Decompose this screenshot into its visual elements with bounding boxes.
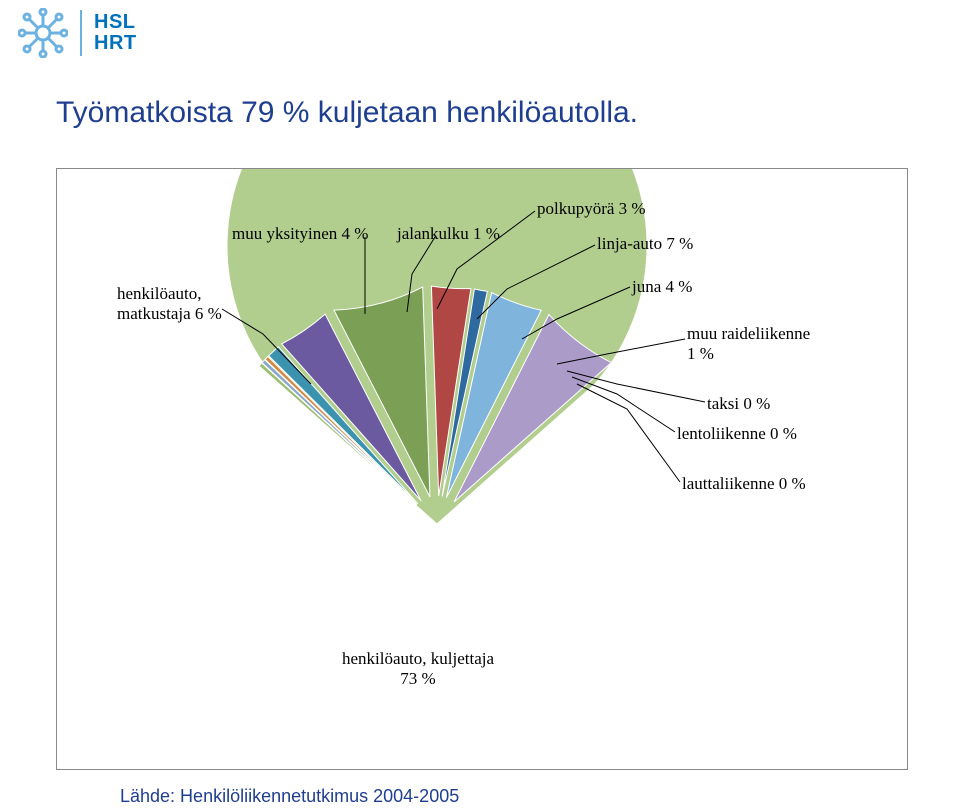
pie-label-henkiloauto_matkustaja: henkilöauto, matkustaja 6 % — [117, 284, 222, 325]
pie-label-taksi: taksi 0 % — [707, 394, 770, 414]
pie-label-linja_auto: linja-auto 7 % — [597, 234, 693, 254]
pie-label-lauttaliikenne: lauttaliikenne 0 % — [682, 474, 806, 494]
logo-line1: HSL — [94, 12, 137, 33]
logo: HSL HRT — [18, 8, 137, 58]
pie-label-lentoliikenne: lentoliikenne 0 % — [677, 424, 797, 444]
pie-chart-container: henkilöauto, kuljettaja 73 % henkilöauto,… — [56, 168, 908, 770]
leader-lauttaliikenne — [577, 384, 680, 482]
pie-label-jalankulku: jalankulku 1 % — [397, 224, 500, 244]
pie-label-polkupyora: polkupyörä 3 % — [537, 199, 646, 219]
hsl-snowflake-icon — [18, 8, 68, 58]
pie-label-muu_yksityinen: muu yksityinen 4 % — [232, 224, 368, 244]
logo-line2: HRT — [94, 33, 137, 54]
logo-text: HSL HRT — [94, 12, 137, 54]
pie-label-muu_raideliikenne: muu raideliikenne 1 % — [687, 324, 810, 365]
pie-label-henkiloauto_kuljettaja: henkilöauto, kuljettaja 73 % — [342, 649, 494, 690]
logo-divider — [80, 10, 82, 56]
page-title: Työmatkoista 79 % kuljetaan henkilöautol… — [56, 96, 638, 130]
pie-label-juna: juna 4 % — [632, 277, 692, 297]
source-caption: Lähde: Henkilöliikennetutkimus 2004-2005 — [120, 786, 459, 807]
